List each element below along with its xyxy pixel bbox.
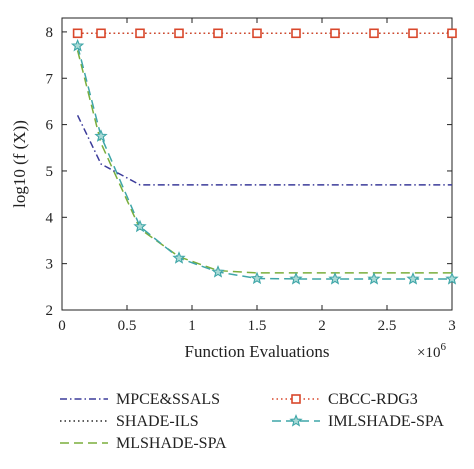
data-point [250,271,264,285]
data-point [369,28,379,39]
data-point [406,271,420,285]
x-axis-label: Function Evaluations [185,342,330,361]
series-layer [70,28,459,285]
legend-marker [291,394,301,404]
data-point [289,271,303,285]
data-point [291,28,301,39]
plot-area [61,17,453,311]
data-point [70,38,85,52]
plot-frame [61,17,453,311]
series-line [76,45,452,280]
data-point [211,264,225,278]
data-point [445,271,459,285]
x-tick-label: 1.5 [248,318,267,334]
data-point [94,129,108,142]
data-point [328,271,342,285]
x-tick-label: 1 [188,318,196,334]
legend-label: SHADE-ILS [116,413,199,430]
data-point [133,219,147,233]
y-tick-label: 7 [46,71,54,87]
legend: MPCE&SSALS CBCC-RDG3 SHADE-ILS IMLSHADE-SPA… [60,391,444,452]
legend-label: MPCE&SSALS [116,391,220,408]
y-tick-label: 6 [46,118,54,134]
legend-marker [289,414,303,427]
y-tick-label: 3 [46,257,54,273]
series-4 [76,50,452,274]
data-point [172,251,186,264]
legend-item: IMLSHADE-SPA [272,413,444,430]
data-point [72,28,83,39]
data-point [174,28,184,39]
x-axis-multiplier-base: ×10 [417,345,440,361]
legend-label: MLSHADE-SPA [116,435,227,452]
y-axis: 2 3 4 5 6 7 8 [46,25,452,319]
legend-item: MLSHADE-SPA [60,435,227,452]
y-tick-label: 2 [46,303,54,319]
legend-label: CBCC-RDG3 [328,391,418,408]
y-tick-label: 4 [46,210,54,226]
series-0 [76,115,452,186]
x-tick-label: 2.5 [378,318,397,334]
data-point [367,271,381,285]
series-line [76,50,452,274]
x-tick-label: 3 [448,318,456,334]
data-point [96,28,106,39]
data-point [447,28,457,39]
series-1 [72,28,457,39]
x-tick-label: 0.5 [118,318,137,334]
data-point [135,28,145,39]
y-tick-label: 5 [46,164,54,180]
legend-item: MPCE&SSALS [60,391,220,408]
x-axis: 0 0.5 1 1.5 2 2.5 3 [58,18,456,334]
x-axis-multiplier: ×106 [417,341,446,361]
series-line [76,115,452,186]
data-point [252,28,262,39]
data-point [408,28,418,39]
y-axis-label: log10 (f (X)) [10,120,29,208]
legend-item: SHADE-ILS [60,413,199,430]
x-axis-multiplier-exponent: 6 [440,341,446,353]
legend-label: IMLSHADE-SPA [328,413,444,430]
series-3 [70,38,459,285]
data-point [213,28,223,39]
x-tick-label: 2 [318,318,326,334]
data-point [330,28,340,39]
y-tick-label: 8 [46,25,54,41]
x-tick-label: 0 [58,318,66,334]
legend-item: CBCC-RDG3 [272,391,418,408]
